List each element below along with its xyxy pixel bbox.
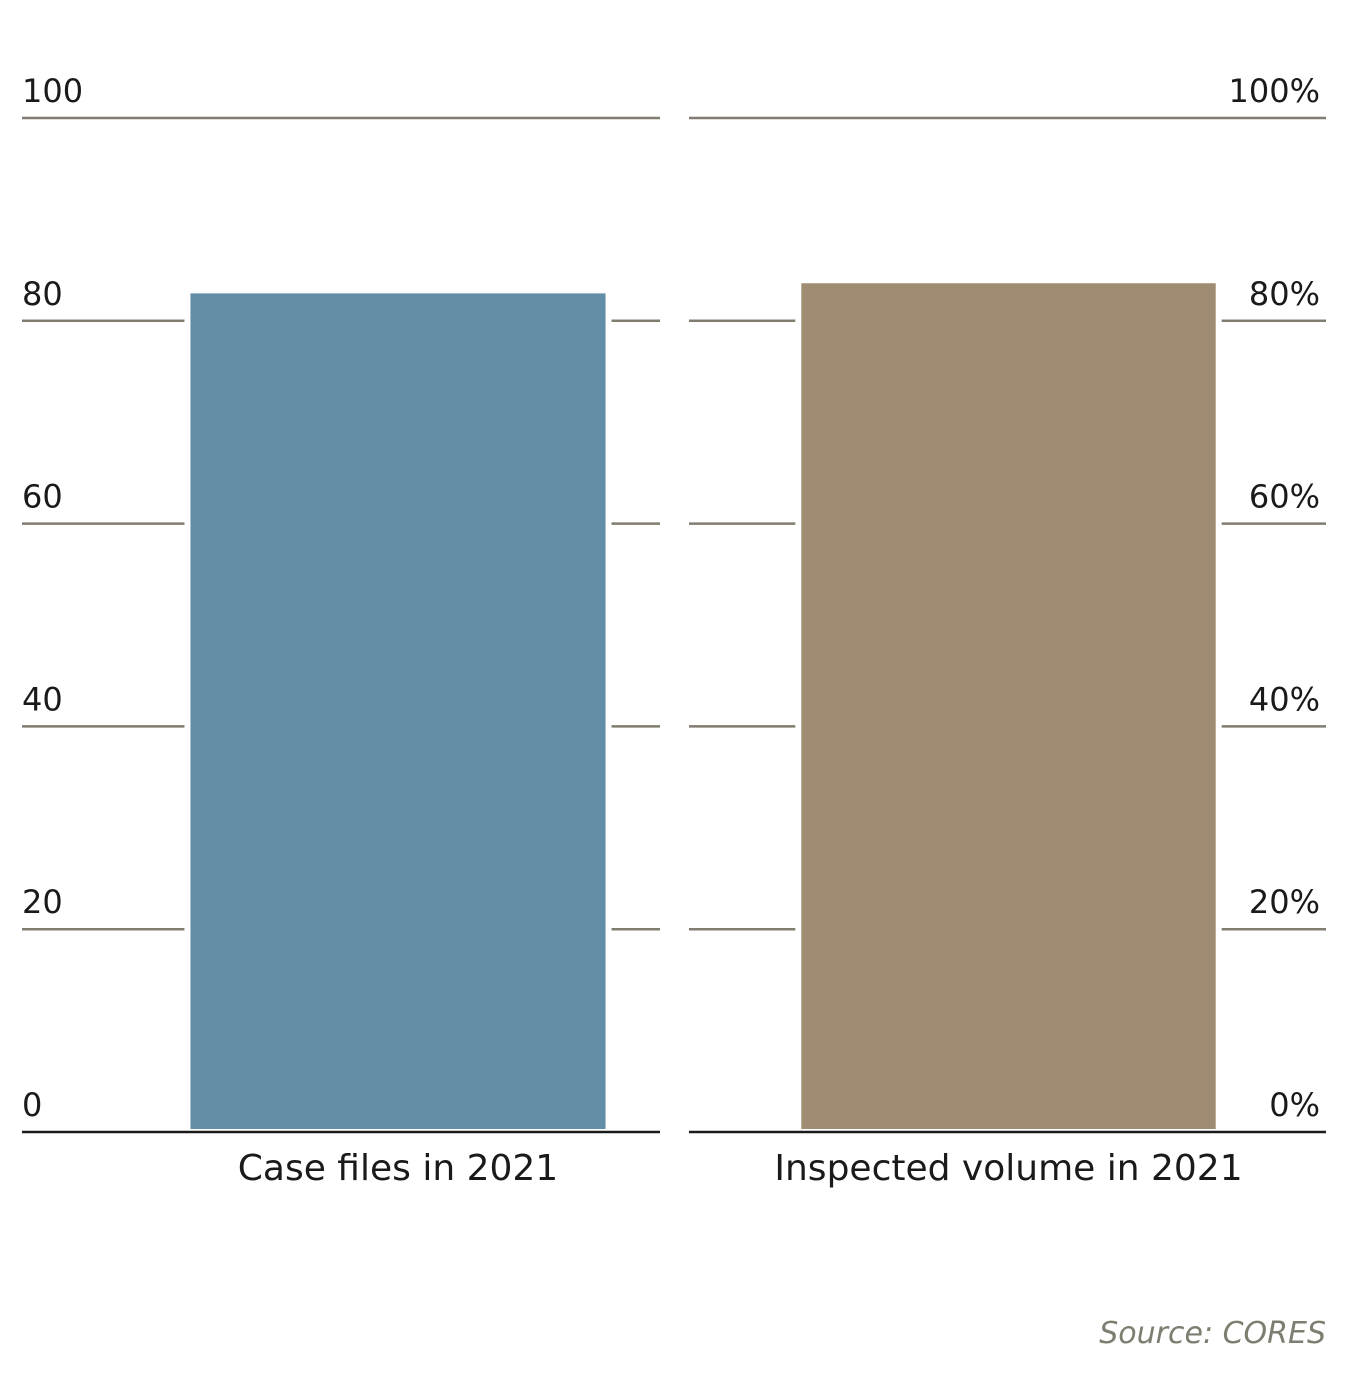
source: Source: CORES <box>1099 1316 1326 1351</box>
y-tick-label: 80 <box>22 275 63 313</box>
y-tick-label: 20% <box>1249 883 1320 921</box>
bar <box>795 277 1222 1135</box>
y-tick-label: 60% <box>1249 478 1320 516</box>
y-tick-label: 80% <box>1249 275 1320 313</box>
y-tick-label: 0% <box>1269 1086 1320 1124</box>
y-tick-label: 20 <box>22 883 63 921</box>
y-tick-label: 100% <box>1229 72 1320 110</box>
y-tick-label: 100 <box>22 72 83 110</box>
x-tick-label: Inspected volume in 2021 <box>774 1148 1242 1189</box>
x-tick-label: Case files in 2021 <box>238 1148 558 1189</box>
y-tick-label: 40 <box>22 680 63 718</box>
y-tick-label: 60 <box>22 478 63 516</box>
y-tick-label: 40% <box>1249 680 1320 718</box>
y-tick-label: 0 <box>22 1086 42 1124</box>
bar <box>184 287 612 1135</box>
